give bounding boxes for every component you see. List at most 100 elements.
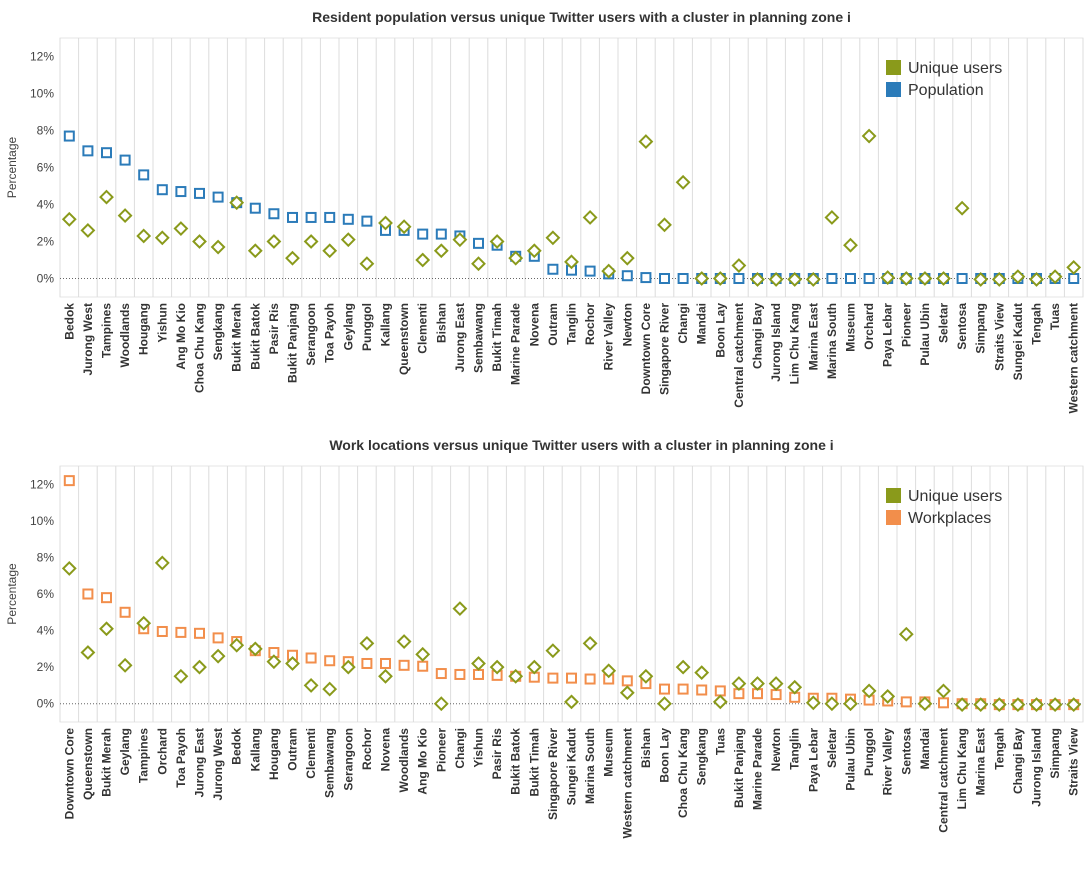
data-point-diamond — [229, 195, 245, 211]
x-tick-label: River Valley — [602, 303, 616, 371]
x-tick-label: Museum — [844, 303, 858, 352]
x-tick-label: Paya Lebar — [881, 303, 895, 367]
data-point-diamond — [1029, 272, 1044, 287]
data-point-diamond — [378, 215, 393, 231]
x-tick-label: Marine Parade — [751, 728, 765, 810]
x-tick-label: Ang Mo Kio — [416, 728, 430, 795]
x-tick-label: Bukit Timah — [527, 728, 541, 796]
legend-label: Unique users — [908, 488, 1002, 505]
x-tick-label: Bukit Panjang — [286, 303, 300, 383]
data-point-diamond — [768, 272, 784, 287]
x-tick-label: Sungei Kadut — [1011, 303, 1025, 380]
data-point-diamond — [61, 560, 77, 576]
x-tick-label: Serangoon — [304, 303, 318, 366]
data-point-diamond — [210, 648, 226, 664]
data-point-diamond — [99, 189, 114, 205]
legend-label: Workplaces — [908, 510, 991, 527]
x-tick-label: Novena — [379, 728, 393, 772]
x-tick-label: Bedok — [62, 303, 76, 340]
y-tick-label: 8% — [37, 550, 55, 564]
x-tick-label: Choa Chu Kang — [193, 303, 207, 393]
y-tick-label: 2% — [37, 235, 55, 249]
data-point-square — [194, 187, 205, 199]
chart-title: Work locations versus unique Twitter use… — [329, 437, 833, 453]
workplaces-chart: Work locations versus unique Twitter use… — [5, 437, 1084, 838]
x-tick-label: Changi Bay — [1011, 728, 1025, 794]
x-tick-label: Queenstown — [397, 303, 411, 375]
x-tick-label: Pioneer — [899, 303, 913, 347]
data-point-square — [212, 632, 224, 644]
x-tick-label: Tuas — [713, 728, 727, 755]
x-tick-label: Tengah — [992, 728, 1006, 770]
data-point-square — [212, 191, 224, 203]
data-point-square — [101, 147, 112, 159]
x-tick-label: Punggol — [862, 728, 876, 776]
x-tick-label: Sentosa — [899, 728, 913, 775]
x-tick-label: Clementi — [304, 728, 318, 779]
data-point-square — [733, 273, 745, 284]
x-tick-label: Newton — [769, 728, 783, 771]
data-point-diamond — [712, 271, 728, 286]
data-point-diamond — [471, 256, 486, 272]
x-tick-label: Yishun — [472, 728, 486, 768]
data-point-diamond — [526, 243, 542, 259]
data-point-diamond — [582, 210, 598, 225]
x-tick-label: Sengkang — [211, 303, 225, 360]
x-tick-label: Bukit Batok — [509, 728, 523, 795]
data-point-square — [287, 211, 298, 223]
data-point-diamond — [917, 696, 933, 712]
data-point-diamond — [154, 555, 170, 571]
x-tick-label: Seletar — [937, 303, 951, 343]
data-point-square — [268, 208, 280, 220]
data-point-diamond — [415, 646, 431, 662]
data-point-diamond — [768, 676, 784, 692]
data-point-diamond — [80, 222, 96, 238]
x-tick-label: Pulau Ubin — [844, 728, 858, 791]
data-point-diamond — [508, 668, 524, 684]
data-point-diamond — [1010, 269, 1026, 285]
y-tick-label: 0% — [37, 697, 55, 711]
data-point-square — [156, 625, 168, 637]
x-tick-label: Bukit Panjang — [732, 728, 746, 808]
y-axis-label: Percentage — [5, 563, 19, 625]
x-tick-label: Downtown Core — [639, 303, 653, 395]
data-point-diamond — [954, 200, 970, 216]
data-point-square — [845, 273, 856, 284]
data-point-diamond — [564, 254, 579, 270]
data-point-diamond — [266, 234, 282, 249]
data-point-diamond — [1047, 697, 1063, 713]
data-point-diamond — [824, 210, 840, 225]
data-point-diamond — [117, 657, 133, 673]
x-tick-label: Simpang — [1048, 728, 1062, 779]
data-point-diamond — [750, 272, 765, 287]
data-point-diamond — [787, 679, 803, 695]
y-tick-label: 6% — [37, 587, 55, 601]
x-tick-label: Sungei Kadut — [565, 728, 579, 805]
data-point-square — [63, 130, 75, 142]
data-point-square — [82, 588, 94, 600]
x-tick-label: Kallang — [379, 303, 393, 346]
data-point-diamond — [973, 272, 989, 287]
x-tick-label: Outram — [286, 728, 300, 771]
legend-swatch — [886, 510, 901, 525]
data-point-square — [82, 145, 94, 157]
data-point-diamond — [731, 258, 747, 273]
data-point-diamond — [582, 635, 598, 651]
y-tick-label: 10% — [30, 514, 54, 528]
legend-swatch — [886, 60, 901, 75]
data-point-diamond — [247, 243, 263, 259]
population-chart: Resident population versus unique Twitte… — [5, 9, 1084, 413]
data-point-diamond — [136, 615, 152, 631]
x-tick-label: Orchard — [862, 303, 876, 350]
data-point-square — [584, 265, 596, 277]
legend-label: Population — [908, 82, 984, 99]
x-tick-label: Tengah — [1030, 303, 1044, 345]
data-point-diamond — [322, 681, 338, 697]
x-tick-label: Marine Parade — [509, 303, 523, 385]
x-tick-label: Yishun — [155, 303, 169, 343]
data-point-diamond — [117, 208, 133, 224]
chart-title: Resident population versus unique Twitte… — [312, 9, 851, 25]
data-point-diamond — [415, 252, 431, 268]
data-point-square — [119, 154, 131, 166]
x-tick-label: Choa Chu Kang — [676, 728, 690, 818]
